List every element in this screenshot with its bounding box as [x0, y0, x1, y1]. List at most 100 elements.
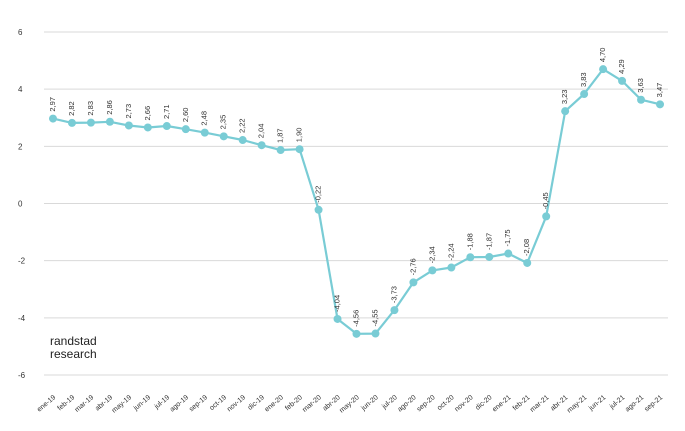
data-point: [295, 145, 304, 154]
x-tick-label: ene-20: [264, 394, 285, 413]
data-label: -2,24: [446, 243, 455, 260]
data-label: 2,48: [200, 111, 209, 126]
x-tick-label: ene-21: [491, 394, 512, 413]
data-point: [523, 258, 532, 267]
y-tick-label: 2: [18, 142, 23, 151]
y-tick-label: 4: [18, 85, 23, 94]
data-point: [181, 125, 190, 134]
data-point: [162, 122, 171, 131]
x-tick-label: may-21: [566, 394, 588, 414]
data-label: -1,87: [484, 233, 493, 250]
data-label: -2,76: [408, 258, 417, 275]
data-point: [485, 252, 494, 261]
x-tick-label: nov-19: [226, 394, 247, 413]
data-point: [143, 123, 152, 132]
y-tick-label: -6: [18, 371, 26, 380]
x-tick-label: oct-20: [436, 394, 455, 412]
data-point: [466, 253, 475, 262]
x-tick-label: mar-19: [74, 394, 96, 414]
data-point: [105, 117, 114, 126]
data-label: 3,63: [636, 78, 645, 93]
data-label: 2,35: [219, 115, 228, 130]
data-label: 3,47: [655, 83, 664, 98]
data-point: [371, 329, 380, 338]
y-axis-ticks: 6 4 2 0 -2 -4 -6: [18, 28, 26, 380]
data-point: [409, 278, 418, 287]
data-label: 4,29: [617, 59, 626, 74]
data-point: [352, 329, 361, 338]
x-tick-label: ago-21: [624, 394, 645, 413]
data-label: 3,83: [579, 72, 588, 87]
data-label: 2,04: [257, 124, 266, 139]
x-tick-label: feb-19: [57, 394, 77, 412]
x-tick-label: mar-20: [301, 394, 323, 414]
data-label: 1,90: [295, 128, 304, 143]
y-tick-label: -2: [18, 257, 26, 266]
data-label: 2,86: [105, 100, 114, 115]
data-point: [580, 90, 589, 99]
brand-line-2: research: [50, 347, 97, 361]
data-point: [618, 76, 627, 85]
data-label: -3,73: [389, 286, 398, 303]
data-label: -1,75: [503, 229, 512, 246]
x-tick-label: feb-20: [284, 394, 304, 412]
data-point: [333, 314, 342, 323]
data-points: [49, 65, 664, 338]
x-tick-label: sep-19: [188, 394, 209, 413]
data-point: [390, 306, 399, 315]
data-point: [637, 95, 646, 104]
x-tick-label: mar-21: [529, 394, 551, 414]
x-tick-label: sep-21: [643, 394, 664, 413]
x-tick-label: feb-21: [512, 394, 532, 412]
data-point: [124, 121, 133, 130]
data-label: 2,22: [238, 118, 247, 133]
x-tick-label: ago-20: [396, 394, 417, 413]
data-label: 2,66: [143, 106, 152, 121]
x-tick-label: dic-20: [474, 394, 493, 412]
data-label: -2,34: [427, 246, 436, 263]
data-point: [200, 128, 209, 137]
data-point: [219, 132, 228, 141]
data-label: 2,73: [124, 104, 133, 119]
data-label: 2,71: [162, 104, 171, 119]
data-point: [504, 249, 513, 258]
data-point: [314, 205, 323, 214]
data-label: 1,87: [276, 128, 285, 143]
x-tick-label: may-19: [111, 394, 133, 414]
x-tick-label: jun-20: [360, 394, 380, 413]
x-tick-label: dic-19: [247, 394, 266, 412]
y-tick-label: -4: [18, 314, 26, 323]
data-labels: 2,97 2,82 2,83 2,86 2,73 2,66 2,71 2,60 2,48 2,35…: [48, 48, 664, 327]
x-tick-label: jun-21: [587, 394, 607, 413]
gridlines: [44, 31, 668, 376]
x-tick-label: may-20: [338, 394, 360, 414]
data-label: -1,88: [465, 233, 474, 250]
data-label: -2,08: [522, 239, 531, 256]
data-point: [428, 266, 437, 275]
data-point: [599, 65, 608, 74]
x-tick-label: ene-19: [36, 394, 57, 413]
data-point: [49, 114, 57, 123]
data-point: [656, 100, 664, 109]
data-label: -4,56: [352, 310, 361, 327]
data-label: 2,60: [181, 108, 190, 123]
data-point: [542, 212, 551, 221]
data-label: 3,23: [560, 90, 569, 105]
brand-logo: randstad research: [50, 335, 97, 361]
data-point: [238, 136, 247, 145]
data-point: [86, 118, 95, 127]
y-tick-label: 0: [18, 200, 23, 209]
x-tick-label: jun-19: [132, 394, 152, 413]
brand-line-1: randstad: [50, 334, 97, 348]
data-label: -4,55: [370, 309, 379, 326]
x-tick-label: oct-19: [209, 394, 228, 412]
x-tick-label: ago-19: [169, 394, 190, 413]
data-point: [276, 146, 285, 155]
data-point: [447, 263, 456, 272]
data-point: [561, 107, 570, 116]
data-label: 2,97: [48, 97, 57, 112]
data-label: -0,45: [541, 192, 550, 209]
data-point: [67, 118, 76, 127]
